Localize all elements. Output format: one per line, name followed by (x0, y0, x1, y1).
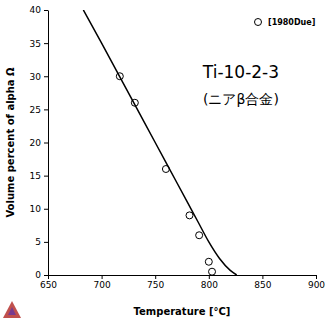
tick: 850 (254, 275, 271, 290)
logo-inner (8, 307, 16, 315)
tick-label: 5 (35, 237, 41, 247)
tick-label: 20 (30, 138, 42, 148)
tick: 650 (40, 275, 57, 290)
tick: 5 (35, 237, 48, 247)
y-axis-title: Volume percent of alpha Ω (5, 67, 16, 218)
tick-label: 0 (35, 270, 41, 280)
tick-mark (44, 109, 48, 110)
tick-label: 35 (30, 39, 41, 49)
logo (3, 301, 21, 318)
x-axis-title: Temperature [°C] (134, 306, 231, 317)
tick-mark (44, 176, 48, 177)
point (116, 73, 123, 80)
point (131, 99, 138, 106)
tick-mark (44, 275, 48, 276)
tick-mark (44, 143, 48, 144)
tick-label: 10 (30, 204, 42, 214)
y-axis: 0 5 10 15 20 25 30 35 40 (30, 5, 49, 280)
tick-label: 25 (30, 105, 41, 115)
tick-mark (44, 242, 48, 243)
tick: 900 (308, 275, 325, 290)
tick-mark (102, 275, 103, 279)
tick-label: 15 (30, 171, 41, 181)
tick-label: 800 (201, 280, 218, 290)
annotation: Ti-10-2-3 (202, 62, 279, 82)
plot: 650 700 750 800 850 900 0 5 10 15 20 25 30 35 40 (30, 5, 326, 290)
tick: 30 (30, 72, 48, 82)
tick-mark (48, 275, 49, 279)
tick-label: 30 (30, 72, 42, 82)
tick: 25 (30, 105, 48, 115)
point (209, 268, 216, 275)
tick-mark (316, 275, 317, 279)
tick-mark (44, 43, 48, 44)
tick: 10 (30, 204, 48, 214)
tick-mark (209, 275, 210, 279)
x-axis: 650 700 750 800 850 900 (40, 275, 325, 290)
chart: 650 700 750 800 850 900 0 5 10 15 20 25 30 35 40 Temper… (0, 0, 329, 323)
point (186, 212, 193, 219)
legend-label: [1980Due] (268, 18, 315, 27)
annotations: Ti-10-2-3 (ニアβ合金) (202, 62, 279, 107)
marks (83, 10, 236, 275)
tick-mark (44, 10, 48, 11)
logo-triangle (3, 301, 21, 318)
legend-symbol (255, 19, 262, 26)
tick: 35 (30, 39, 48, 49)
legend-item: [1980Due] (255, 18, 316, 27)
tick-mark (44, 209, 48, 210)
legend: [1980Due] (255, 18, 316, 27)
tick-label: 40 (30, 5, 42, 15)
tick-label: 700 (94, 280, 111, 290)
tick: 0 (35, 270, 48, 280)
tick: 800 (201, 275, 218, 290)
axis-line (49, 275, 317, 276)
tick-label: 900 (308, 280, 325, 290)
tick-mark (44, 76, 48, 77)
tick: 40 (30, 5, 48, 15)
tick-label: 850 (254, 280, 271, 290)
tick: 15 (30, 171, 48, 181)
point (162, 166, 169, 173)
point (205, 258, 212, 265)
point (196, 232, 203, 239)
tick-mark (155, 275, 156, 279)
tick: 20 (30, 138, 48, 148)
axis-line (48, 11, 49, 276)
tick: 700 (94, 275, 111, 290)
annotation: (ニアβ合金) (203, 91, 279, 107)
tick-label: 750 (147, 280, 164, 290)
tick: 750 (147, 275, 164, 290)
tick-mark (262, 275, 263, 279)
line (83, 10, 236, 275)
tick-label: 650 (40, 280, 57, 290)
